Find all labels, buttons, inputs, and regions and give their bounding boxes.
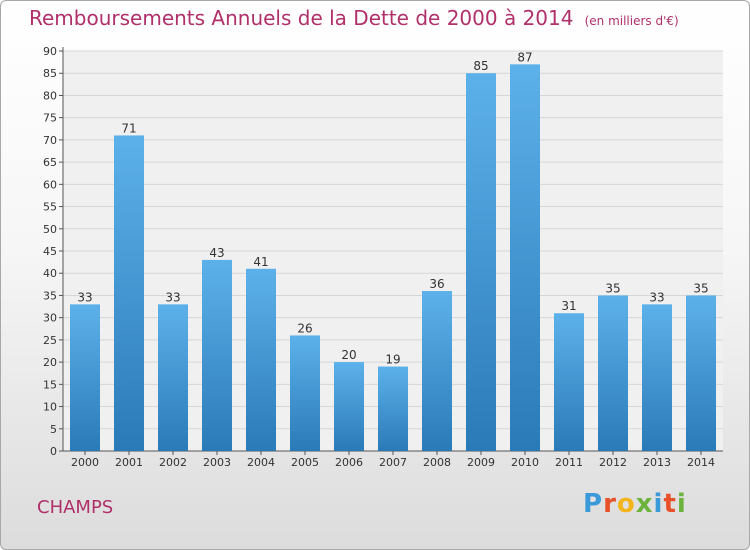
bar [246, 268, 276, 451]
x-tick-label: 2003 [203, 456, 231, 469]
proxiti-logo: Proxiti [583, 489, 687, 519]
y-tick-label: 0 [50, 445, 57, 458]
chart-title: Remboursements Annuels de la Dette de 20… [29, 6, 679, 30]
x-tick-label: 2012 [599, 456, 627, 469]
logo-letter: P [583, 489, 604, 519]
y-tick-label: 25 [43, 334, 57, 347]
x-tick-label: 2001 [115, 456, 143, 469]
x-tick-label: 2011 [555, 456, 583, 469]
logo-letter: i [653, 489, 664, 519]
y-tick-label: 50 [43, 223, 57, 236]
logo-letter: r [603, 489, 617, 519]
data-label: 87 [517, 50, 532, 64]
data-label: 85 [473, 59, 488, 73]
data-label: 41 [253, 255, 268, 269]
logo-letter: o [616, 489, 636, 519]
x-tick-label: 2008 [423, 456, 451, 469]
bar [598, 295, 628, 451]
y-tick-label: 55 [43, 201, 57, 214]
y-tick-label: 65 [43, 156, 57, 169]
bar [70, 304, 100, 451]
data-label: 33 [165, 290, 180, 304]
data-label: 26 [297, 321, 312, 335]
chart-unit: (en milliers d'€) [584, 14, 679, 28]
bar [686, 295, 716, 451]
x-tick-label: 2005 [291, 456, 319, 469]
y-tick-label: 70 [43, 134, 57, 147]
y-tick-label: 45 [43, 245, 57, 258]
y-tick-label: 20 [43, 356, 57, 369]
data-label: 71 [121, 121, 136, 135]
commune-name: CHAMPS [37, 497, 114, 518]
data-label: 33 [649, 290, 664, 304]
data-label: 36 [429, 277, 444, 291]
chart-title-main: Remboursements Annuels de la Dette de 20… [29, 6, 574, 30]
x-tick-label: 2014 [687, 456, 715, 469]
y-tick-label: 75 [43, 112, 57, 125]
data-label: 35 [605, 281, 620, 295]
bar [158, 304, 188, 451]
data-label: 35 [693, 281, 708, 295]
y-tick-label: 35 [43, 289, 57, 302]
y-tick-label: 85 [43, 67, 57, 80]
x-tick-label: 2004 [247, 456, 275, 469]
y-tick-label: 15 [43, 378, 57, 391]
x-tick-label: 2006 [335, 456, 363, 469]
logo-letter: i [676, 489, 687, 519]
bar [378, 366, 408, 451]
bar [510, 64, 540, 452]
data-label: 19 [385, 353, 400, 367]
y-tick-label: 80 [43, 89, 57, 102]
y-tick-label: 60 [43, 178, 57, 191]
bar [422, 291, 452, 451]
x-tick-label: 2010 [511, 456, 539, 469]
data-label: 43 [209, 246, 224, 260]
y-tick-label: 10 [43, 401, 57, 414]
x-tick-label: 2007 [379, 456, 407, 469]
x-tick-label: 2000 [71, 456, 99, 469]
x-tick-label: 2009 [467, 456, 495, 469]
bar [202, 259, 232, 451]
data-label: 31 [561, 299, 576, 313]
y-tick-label: 90 [43, 45, 57, 58]
logo-letter: t [663, 489, 677, 519]
bar [334, 362, 364, 451]
y-tick-label: 40 [43, 267, 57, 280]
x-tick-label: 2013 [643, 456, 671, 469]
x-tick-label: 2002 [159, 456, 187, 469]
bar [642, 304, 672, 451]
data-label: 33 [77, 290, 92, 304]
logo-letter: x [635, 489, 654, 519]
y-tick-label: 30 [43, 312, 57, 325]
bar [114, 135, 144, 451]
y-tick-label: 5 [50, 423, 57, 436]
bar [466, 73, 496, 451]
data-label: 20 [341, 348, 356, 362]
bar [554, 313, 584, 451]
bar [290, 335, 320, 451]
